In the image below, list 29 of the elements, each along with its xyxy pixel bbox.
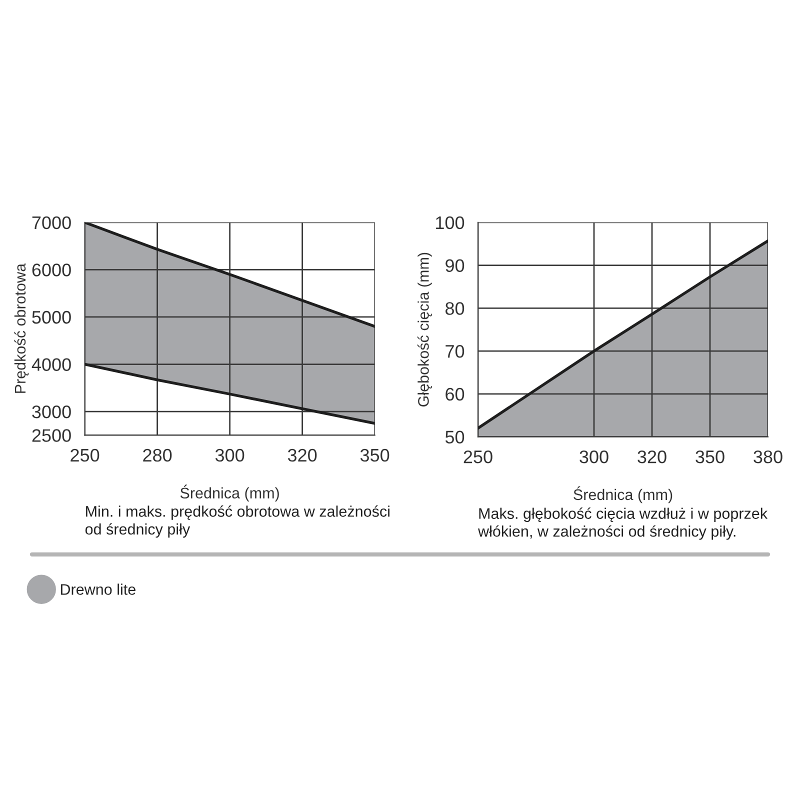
- y-tick-label: 4000: [32, 358, 71, 371]
- legend-label: Drewno lite: [60, 584, 136, 595]
- y-axis-title: Głębokość cięcia (mm): [417, 252, 432, 407]
- y-tick-label: 2500: [32, 429, 71, 442]
- y-tick-label: 5000: [32, 310, 71, 324]
- x-tick-label: 350: [696, 450, 724, 464]
- x-tick-label: 350: [360, 448, 390, 462]
- y-tick-label: 70: [446, 344, 464, 358]
- text: Min. i maks. prędkość obrotowa w zależności od średnicy piły: [85, 505, 390, 538]
- y-tick-label: 3000: [32, 405, 71, 418]
- x-tick-label: 300: [215, 448, 244, 462]
- x-axis-title: Średnica (mm): [574, 486, 672, 504]
- x-tick-label: 250: [70, 448, 100, 462]
- y-axis-title: Prędkość obrotowa: [14, 263, 29, 393]
- y-tick-label: 100: [436, 216, 464, 230]
- x-tick-label: 300: [580, 450, 608, 464]
- y-tick-label: 6000: [32, 264, 71, 276]
- y-tick-label: 7000: [32, 216, 71, 230]
- x-tick-label: 380: [754, 450, 782, 464]
- x-tick-label: 250: [464, 450, 492, 464]
- y-tick-label: 60: [446, 388, 464, 401]
- y-tick-label: 90: [446, 259, 464, 272]
- x-tick-label: 320: [288, 448, 317, 462]
- text: Maks. głębokość cięcia wzdłuż i w poprzek włókien, w zależności od średnicy piły.: [478, 508, 768, 540]
- x-axis-title: Średnica (mm): [180, 484, 279, 502]
- y-tick-label: 50: [445, 430, 464, 444]
- y-tick-label: 80: [446, 302, 464, 315]
- x-tick-label: 320: [638, 450, 666, 464]
- x-tick-label: 280: [143, 448, 172, 462]
